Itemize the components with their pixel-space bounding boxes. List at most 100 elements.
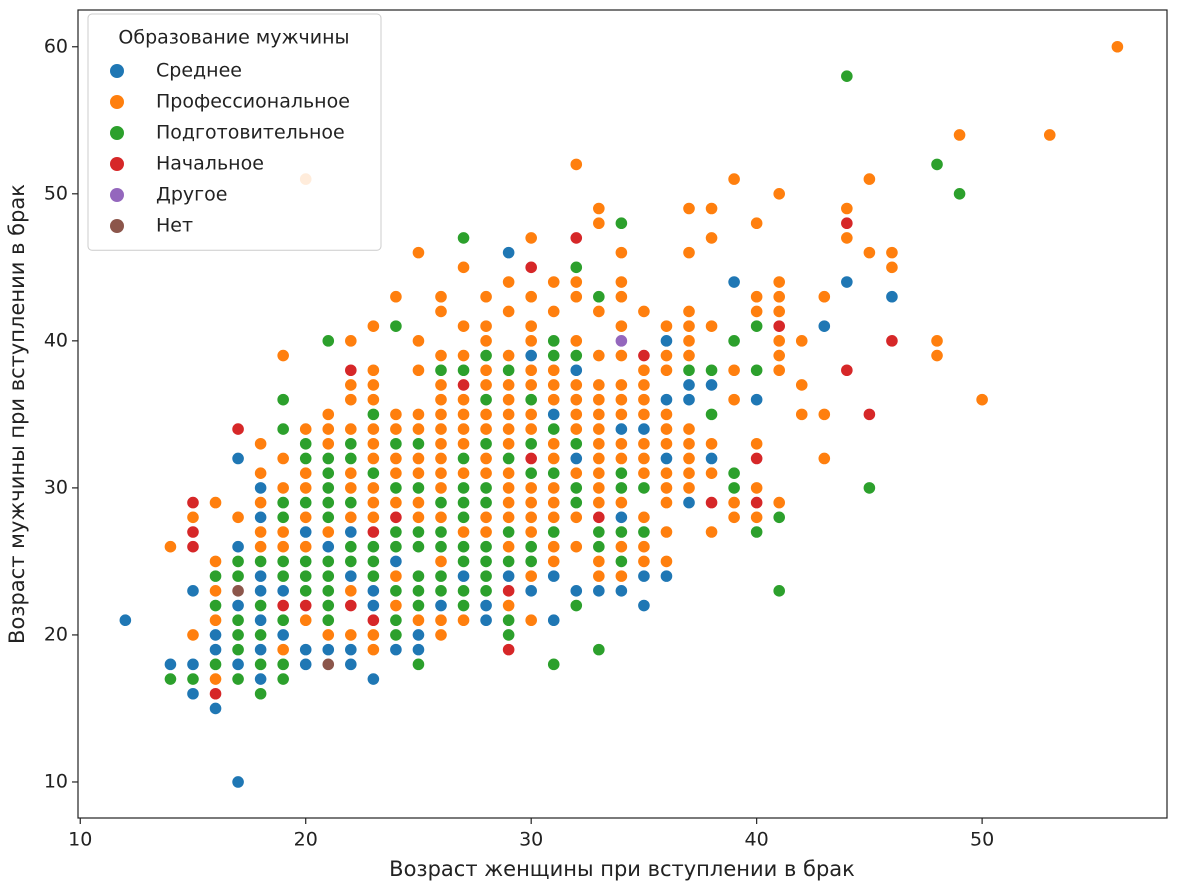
point	[659, 437, 674, 451]
point	[659, 451, 674, 466]
point	[254, 657, 268, 671]
x-tick-label: 40	[745, 829, 769, 851]
point	[614, 246, 628, 260]
point	[389, 495, 403, 510]
point	[659, 466, 674, 480]
point	[840, 69, 854, 83]
point	[772, 319, 786, 333]
point	[389, 643, 403, 657]
point	[659, 525, 674, 539]
point	[321, 495, 335, 510]
point	[231, 643, 245, 657]
point	[389, 319, 403, 333]
point	[231, 628, 245, 642]
point	[434, 613, 448, 627]
point	[637, 437, 651, 451]
point	[547, 348, 561, 363]
point	[366, 643, 380, 657]
point	[299, 466, 313, 480]
point	[389, 584, 403, 598]
point	[547, 554, 561, 569]
point	[547, 540, 561, 554]
y-tick-label: 10	[44, 770, 68, 792]
point	[659, 569, 674, 583]
point	[569, 510, 583, 524]
point	[344, 481, 358, 495]
point	[299, 598, 313, 613]
point	[750, 290, 764, 304]
point	[659, 554, 674, 569]
point	[254, 687, 268, 701]
point	[524, 584, 538, 598]
point	[254, 510, 268, 524]
point	[434, 407, 448, 421]
point	[682, 393, 696, 407]
point	[344, 466, 358, 480]
point	[456, 598, 471, 613]
point	[366, 451, 380, 466]
point	[434, 290, 448, 304]
point	[456, 437, 471, 451]
point	[637, 422, 651, 436]
point	[547, 407, 561, 421]
point	[952, 187, 967, 201]
point	[299, 569, 313, 583]
point	[254, 437, 268, 451]
point	[569, 598, 583, 613]
point	[411, 334, 426, 348]
point	[750, 393, 764, 407]
point	[366, 407, 380, 421]
legend-marker	[110, 188, 124, 202]
point	[502, 363, 516, 377]
x-tick-label: 50	[970, 829, 994, 851]
point	[750, 481, 764, 495]
point	[727, 363, 741, 377]
point	[321, 657, 335, 671]
point	[186, 628, 200, 642]
point	[704, 231, 719, 245]
point	[186, 525, 200, 539]
point	[750, 510, 764, 524]
point	[614, 334, 628, 348]
point	[502, 628, 516, 642]
point	[299, 554, 313, 569]
point	[502, 378, 516, 392]
point	[456, 554, 471, 569]
point	[299, 437, 313, 451]
point	[637, 540, 651, 554]
point	[614, 481, 628, 495]
point	[614, 569, 628, 583]
point	[614, 290, 628, 304]
point	[366, 437, 380, 451]
point	[411, 525, 426, 539]
point	[231, 569, 245, 583]
point	[704, 451, 719, 466]
point	[614, 510, 628, 524]
point	[569, 363, 583, 377]
point	[614, 540, 628, 554]
point	[321, 510, 335, 524]
point	[502, 437, 516, 451]
point	[366, 525, 380, 539]
point	[411, 613, 426, 627]
point	[344, 495, 358, 510]
point	[321, 451, 335, 466]
y-tick-label: 30	[44, 476, 68, 498]
point	[502, 554, 516, 569]
point	[682, 334, 696, 348]
point	[434, 584, 448, 598]
point	[389, 613, 403, 627]
point	[502, 569, 516, 583]
point	[276, 643, 290, 657]
y-tick-label: 60	[44, 35, 68, 57]
point	[479, 334, 493, 348]
point	[276, 393, 290, 407]
point	[614, 495, 628, 510]
point	[502, 407, 516, 421]
point	[434, 495, 448, 510]
point	[276, 569, 290, 583]
point	[569, 407, 583, 421]
point	[208, 687, 223, 701]
point	[569, 393, 583, 407]
point	[321, 422, 335, 436]
